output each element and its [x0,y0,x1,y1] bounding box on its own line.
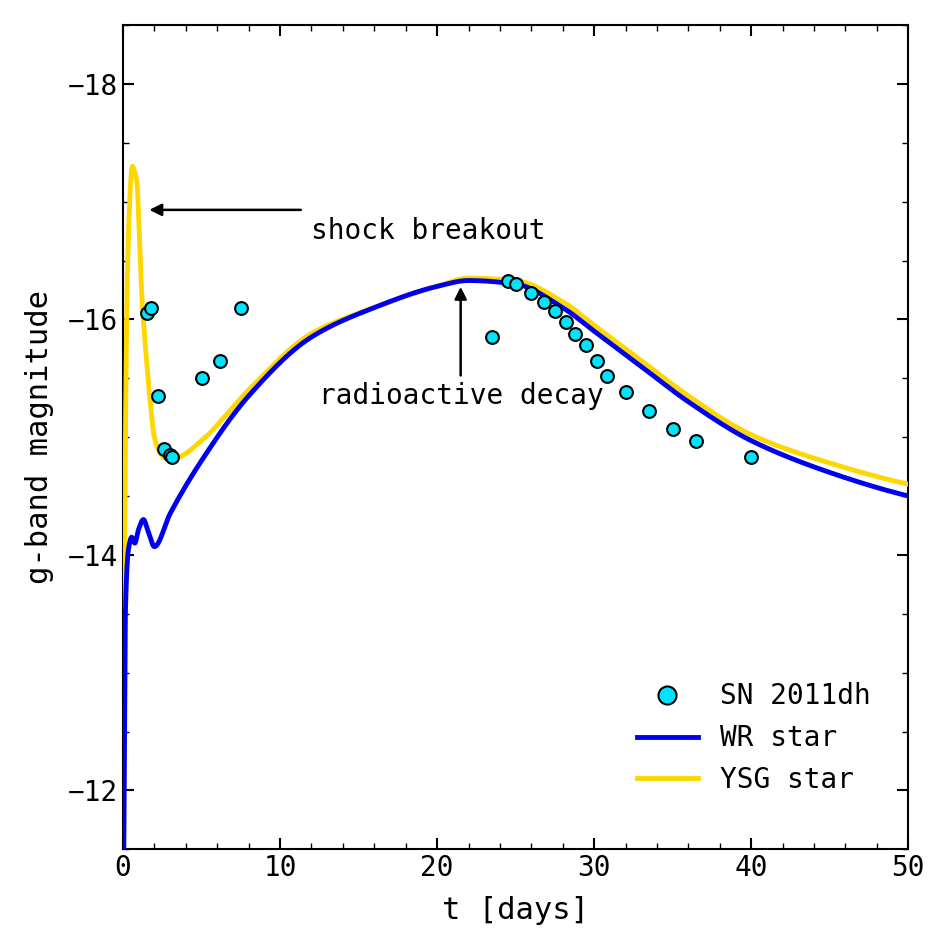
Point [484,330,500,345]
Point [162,447,178,463]
X-axis label: t [days]: t [days] [442,896,589,925]
Point [559,314,574,330]
Point [150,389,165,404]
Point [233,300,248,315]
Point [590,353,605,369]
Point [500,273,515,288]
Point [547,304,562,319]
Point [537,294,552,310]
Point [139,306,154,321]
Text: shock breakout: shock breakout [312,217,546,245]
Point [568,326,583,341]
Point [164,449,180,465]
Point [523,286,539,301]
Point [618,385,633,400]
Point [689,433,704,448]
Point [194,370,209,386]
Point [156,442,171,457]
Text: radioactive decay: radioactive decay [319,382,604,409]
Point [641,404,656,419]
Point [508,276,523,292]
Y-axis label: g-band magnitude: g-band magnitude [25,290,54,584]
Point [744,449,759,465]
Point [665,421,680,436]
Point [599,369,615,384]
Point [579,337,594,352]
Legend: SN 2011dh, WR star, YSG star: SN 2011dh, WR star, YSG star [636,682,871,794]
Point [143,300,159,315]
Point [213,353,228,369]
